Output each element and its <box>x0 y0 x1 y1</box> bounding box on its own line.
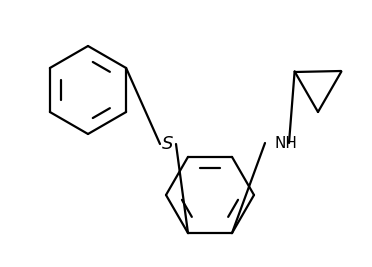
Text: S: S <box>162 135 174 153</box>
Text: NH: NH <box>275 135 298 151</box>
